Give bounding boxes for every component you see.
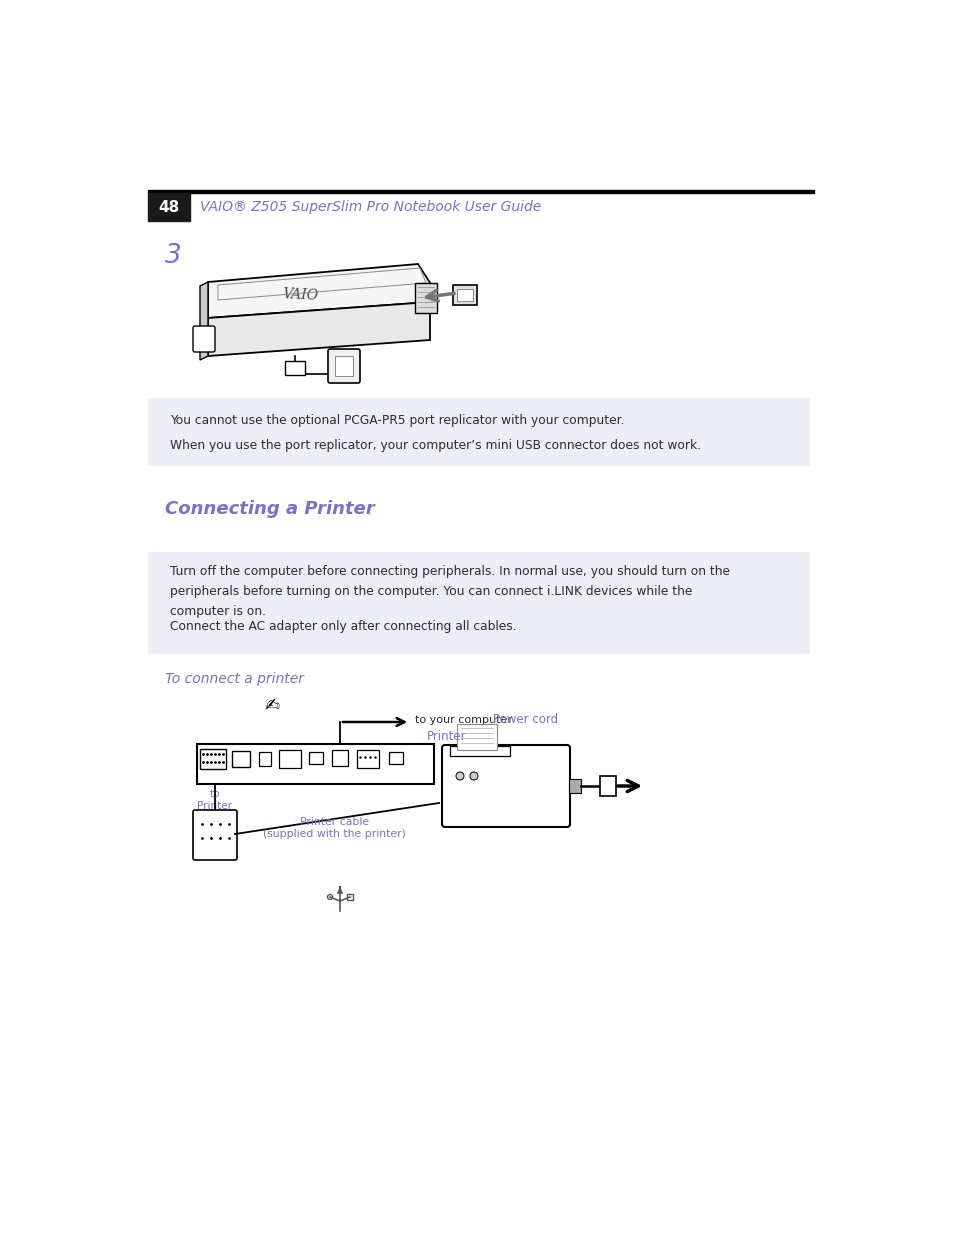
Bar [347,894,353,900]
Bar [148,398,809,466]
Text: Connect the AC adapter only after connecting all cables.: Connect the AC adapter only after connec… [170,620,517,634]
Text: 3: 3 [165,243,182,269]
Polygon shape [208,303,430,356]
Text: Printer cable
(supplied with the printer): Printer cable (supplied with the printer… [263,818,405,839]
Text: VAIO: VAIO [281,287,318,303]
Text: Power cord: Power cord [493,713,558,726]
Bar [148,190,813,193]
Text: Printer: Printer [427,730,466,743]
Bar [278,750,301,768]
Text: When you use the port replicator, your computer’s mini USB connector does not wo: When you use the port replicator, your c… [170,438,700,452]
Bar [196,743,434,784]
Text: VAIO® Z505 SuperSlim Pro Notebook User Guide: VAIO® Z505 SuperSlim Pro Notebook User G… [200,200,540,214]
Bar [356,750,378,768]
Text: computer is on.: computer is on. [170,605,266,618]
Text: Connecting a Printer: Connecting a Printer [165,500,375,517]
Text: To connect a printer: To connect a printer [165,672,304,685]
FancyBboxPatch shape [193,326,214,352]
Bar [309,752,323,764]
Polygon shape [208,264,432,317]
Polygon shape [453,285,476,305]
Bar [335,356,353,375]
Text: You cannot use the optional PCGA-PR5 port replicator with your computer.: You cannot use the optional PCGA-PR5 por… [170,414,624,427]
FancyBboxPatch shape [193,810,236,860]
Text: Turn off the computer before connecting peripherals. In normal use, you should t: Turn off the computer before connecting … [170,564,729,578]
Bar [389,752,402,764]
Text: peripherals before turning on the computer. You can connect i.LINK devices while: peripherals before turning on the comput… [170,585,692,598]
Text: to
Printer: to Printer [197,789,233,810]
Bar [332,750,348,766]
Text: ✍: ✍ [264,697,279,714]
FancyBboxPatch shape [328,350,359,383]
Bar [450,746,510,756]
Bar [456,289,473,301]
Bar [200,748,226,769]
Bar [148,552,809,655]
FancyBboxPatch shape [441,745,569,827]
Circle shape [470,772,477,781]
Bar [258,752,271,766]
Bar [232,751,250,767]
Bar [415,283,436,312]
Circle shape [456,772,463,781]
Bar [456,724,497,750]
Bar [568,779,580,793]
Text: 48: 48 [158,200,179,215]
Polygon shape [200,282,208,359]
Bar [599,776,616,797]
Bar [148,193,190,221]
Text: to your computer: to your computer [415,715,512,725]
Bar [285,361,305,375]
